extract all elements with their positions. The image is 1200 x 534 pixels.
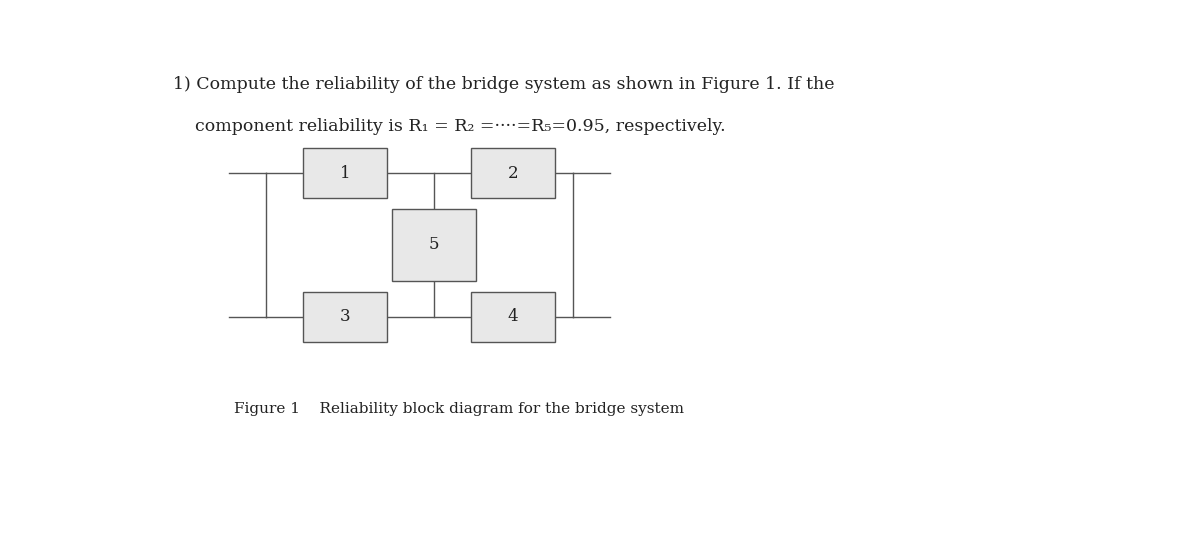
- Text: 2: 2: [508, 164, 518, 182]
- Text: 4: 4: [508, 309, 518, 325]
- Text: component reliability is R₁ = R₂ =····=R₅=0.95, respectively.: component reliability is R₁ = R₂ =····=R…: [173, 117, 726, 135]
- Bar: [304, 148, 388, 198]
- Text: 1: 1: [340, 164, 350, 182]
- Bar: [391, 209, 475, 281]
- Bar: [470, 148, 554, 198]
- Text: 3: 3: [340, 309, 350, 325]
- Bar: [470, 292, 554, 342]
- Text: 1) Compute the reliability of the bridge system as shown in Figure 1. If the: 1) Compute the reliability of the bridge…: [173, 76, 835, 93]
- Bar: [304, 292, 388, 342]
- Text: Figure 1    Reliability block diagram for the bridge system: Figure 1 Reliability block diagram for t…: [234, 402, 684, 415]
- Text: 5: 5: [428, 237, 439, 254]
